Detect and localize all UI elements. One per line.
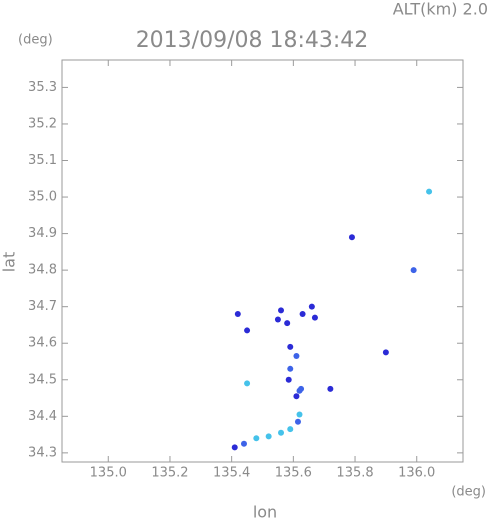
echo-point bbox=[287, 343, 294, 350]
echo-point bbox=[294, 418, 301, 425]
echo-point bbox=[278, 307, 285, 314]
y-tick-label: 34.9 bbox=[28, 226, 57, 241]
echo-point bbox=[240, 440, 247, 447]
x-tick-label: 135.0 bbox=[90, 466, 127, 481]
y-tick-label: 34.5 bbox=[28, 372, 57, 387]
x-tick-label: 135.2 bbox=[151, 466, 188, 481]
echo-point bbox=[234, 310, 241, 317]
y-tick-label: 34.7 bbox=[28, 299, 57, 314]
echo-point bbox=[382, 349, 389, 356]
y-unit: (deg) bbox=[18, 33, 53, 48]
echo-point bbox=[274, 316, 281, 323]
echo-point bbox=[348, 234, 355, 241]
echo-point bbox=[287, 426, 294, 433]
y-tick-label: 34.3 bbox=[28, 445, 57, 460]
echo-point bbox=[308, 303, 315, 310]
y-axis-label: lat bbox=[0, 252, 19, 273]
y-tick-label: 35.3 bbox=[28, 80, 57, 95]
chart-title: 2013/09/08 18:43:42 bbox=[136, 28, 369, 53]
echo-point bbox=[299, 310, 306, 317]
echo-point bbox=[284, 320, 291, 327]
x-axis-label: lon bbox=[253, 503, 277, 521]
echo-point bbox=[231, 444, 238, 451]
y-tick-label: 35.1 bbox=[28, 153, 57, 168]
plot-frame bbox=[61, 59, 464, 463]
echo-point bbox=[265, 433, 272, 440]
y-tick-label: 35.2 bbox=[28, 116, 57, 131]
echo-point bbox=[253, 435, 260, 442]
echo-point bbox=[278, 429, 285, 436]
y-tick-label: 35.0 bbox=[28, 190, 57, 205]
echo-point bbox=[244, 327, 251, 334]
echo-point bbox=[285, 376, 292, 383]
echo-point bbox=[327, 385, 334, 392]
echo-point bbox=[311, 314, 318, 321]
x-tick-label: 135.8 bbox=[336, 466, 373, 481]
echo-point bbox=[293, 353, 300, 360]
x-tick-label: 136.0 bbox=[398, 466, 435, 481]
x-tick-label: 135.6 bbox=[275, 466, 312, 481]
echo-point bbox=[410, 267, 417, 274]
echo-point bbox=[287, 365, 294, 372]
altitude-label: ALT(km) 2.0 bbox=[393, 0, 488, 19]
echo-point bbox=[426, 188, 433, 195]
echo-point bbox=[298, 385, 305, 392]
x-tick-label: 135.4 bbox=[213, 466, 250, 481]
y-tick-label: 34.4 bbox=[28, 409, 57, 424]
echo-point bbox=[293, 393, 300, 400]
x-unit: (deg) bbox=[451, 485, 486, 500]
echo-point bbox=[244, 380, 251, 387]
y-tick-label: 34.8 bbox=[28, 263, 57, 278]
echo-point bbox=[296, 411, 303, 418]
y-tick-label: 34.6 bbox=[28, 336, 57, 351]
